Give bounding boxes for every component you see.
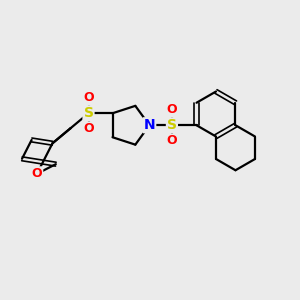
Text: S: S bbox=[167, 118, 177, 132]
Text: O: O bbox=[167, 134, 177, 147]
Text: N: N bbox=[144, 118, 155, 132]
Text: O: O bbox=[32, 167, 42, 180]
Text: S: S bbox=[83, 106, 94, 120]
Text: O: O bbox=[83, 91, 94, 104]
Text: O: O bbox=[83, 122, 94, 135]
Text: O: O bbox=[167, 103, 177, 116]
